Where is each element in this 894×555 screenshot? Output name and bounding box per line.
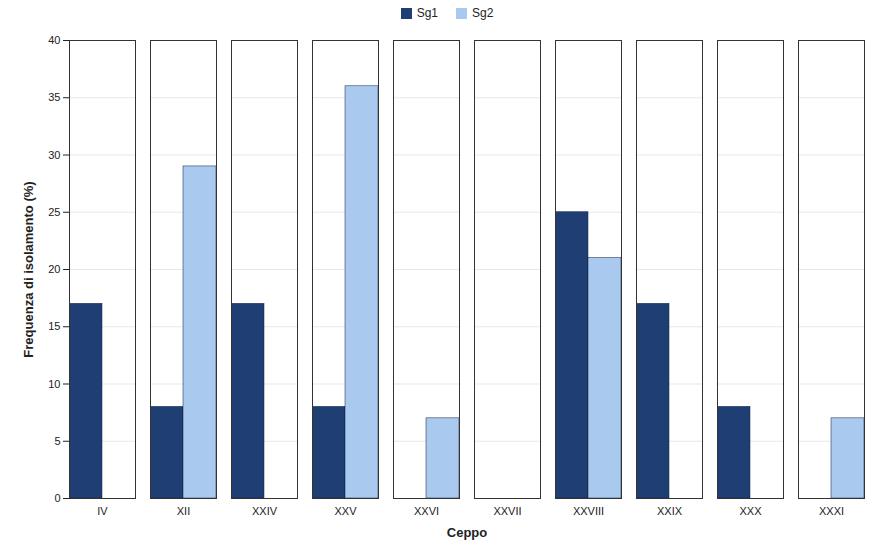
svg-text:10: 10 [48, 378, 60, 390]
svg-text:XXVIII: XXVIII [573, 505, 604, 517]
svg-text:40: 40 [48, 34, 60, 46]
svg-text:XXX: XXX [739, 505, 762, 517]
svg-text:0: 0 [54, 492, 60, 504]
svg-text:Frequenza di isolamento (%): Frequenza di isolamento (%) [21, 181, 36, 357]
svg-text:25: 25 [48, 206, 60, 218]
svg-text:30: 30 [48, 149, 60, 161]
svg-text:20: 20 [48, 263, 60, 275]
svg-text:XII: XII [177, 505, 190, 517]
svg-text:XXIX: XXIX [657, 505, 683, 517]
svg-text:5: 5 [54, 435, 60, 447]
svg-text:XXIV: XXIV [252, 505, 278, 517]
svg-text:XXV: XXV [334, 505, 357, 517]
svg-text:XXVI: XXVI [414, 505, 439, 517]
html-text:Sg1: Sg1 [416, 6, 438, 20]
svg-text:35: 35 [48, 91, 60, 103]
svg-text:XXXI: XXXI [819, 505, 844, 517]
svg-text:15: 15 [48, 320, 60, 332]
svg-text:Ceppo: Ceppo [447, 525, 488, 540]
html-text:Sg2: Sg2 [472, 6, 494, 20]
svg-text:XXVII: XXVII [493, 505, 521, 517]
svg-text:IV: IV [97, 505, 108, 517]
